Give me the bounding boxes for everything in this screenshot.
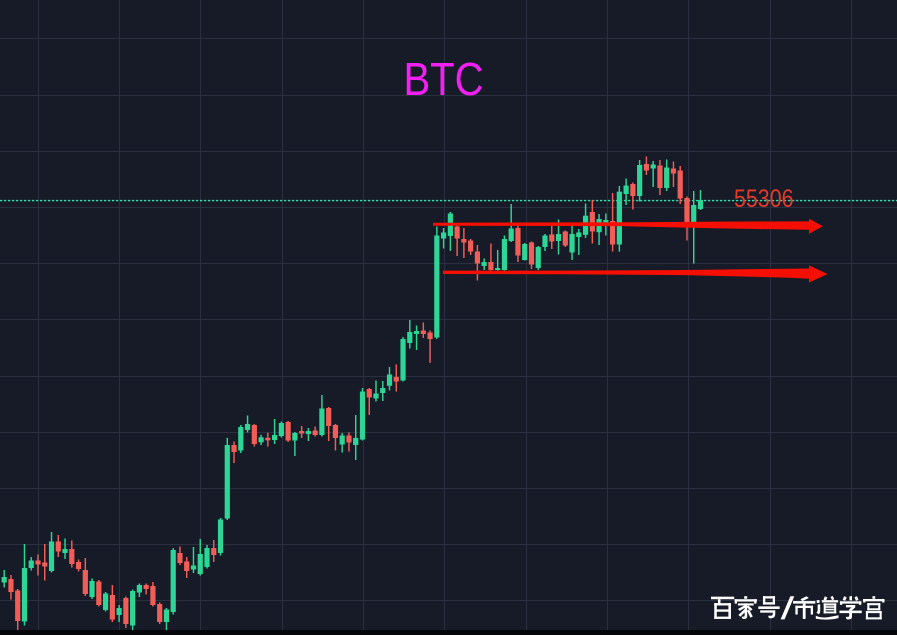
svg-text:55306: 55306 bbox=[734, 185, 794, 213]
svg-text:BTC: BTC bbox=[404, 53, 484, 105]
